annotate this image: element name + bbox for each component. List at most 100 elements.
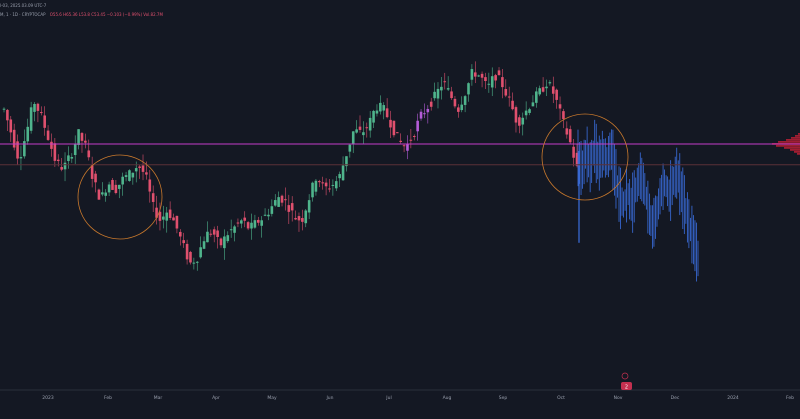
candle-body	[162, 216, 165, 220]
candle-body	[433, 91, 436, 99]
candle-body	[541, 87, 545, 92]
candle-body	[101, 192, 104, 195]
candle-body	[307, 200, 311, 213]
candle-body	[555, 89, 558, 100]
x-tick-label: Feb	[786, 395, 794, 401]
candle-body	[545, 86, 548, 89]
candle-body	[77, 129, 80, 146]
candle-body	[104, 192, 108, 196]
candle-body	[128, 170, 131, 181]
candle-body	[375, 110, 379, 114]
candle-body	[19, 157, 23, 159]
candle-body	[409, 139, 413, 141]
candle-body	[423, 113, 426, 115]
volume-profile-bar	[794, 151, 800, 153]
candle-body	[9, 119, 13, 133]
candle-body	[460, 104, 464, 111]
candle-body	[39, 112, 43, 114]
candle-body	[389, 119, 392, 128]
candle-body	[568, 129, 572, 143]
candle-body	[124, 175, 128, 177]
candle-body	[246, 222, 250, 229]
candle-body	[477, 75, 480, 77]
candle-body	[521, 117, 525, 125]
candle-body	[548, 82, 552, 84]
annotation-circle-bottom[interactable]	[77, 154, 163, 240]
x-tick-label: Jul	[385, 395, 391, 401]
candle-body	[514, 107, 518, 123]
event-badge[interactable]: 2	[621, 372, 632, 391]
candle-body	[141, 165, 145, 172]
volume-profile-bar	[795, 135, 800, 137]
candle-body	[297, 216, 301, 221]
candle-body	[250, 222, 253, 229]
candle-body	[195, 261, 199, 263]
candle-body	[446, 88, 450, 90]
candle-body	[168, 209, 172, 218]
x-tick-label: Dec	[671, 395, 680, 401]
candle-body	[270, 206, 274, 214]
candle-body	[253, 220, 257, 228]
x-tick-label: Nov	[614, 395, 623, 401]
candle-body	[314, 180, 318, 192]
candle-body	[94, 173, 97, 183]
volume-profile-bar	[797, 153, 800, 155]
volume-profile-bar	[778, 141, 800, 143]
candle-body	[351, 131, 355, 144]
annotation-circle-breakdown[interactable]	[541, 113, 629, 201]
candle-body	[531, 102, 535, 107]
x-tick-label: Sep	[499, 395, 508, 401]
projection-bars	[577, 119, 699, 282]
candle-body	[382, 105, 386, 111]
candle-body	[524, 110, 528, 116]
candle-body	[209, 233, 213, 235]
x-tick-label: May	[267, 395, 277, 401]
candle-body	[280, 195, 284, 203]
candle-body	[321, 182, 325, 184]
candle-body	[379, 102, 382, 112]
x-axis: 2023 Feb Mar Apr May Jun Jul Aug Sep Oct Nov Dec 202…	[42, 395, 794, 401]
candle-body	[192, 262, 196, 264]
candle-body	[107, 184, 111, 193]
x-tick-label: 2023	[42, 395, 54, 401]
candle-body	[392, 120, 396, 136]
candle-body	[212, 229, 216, 235]
x-tick-label: Jun	[325, 395, 333, 401]
candle-body	[53, 143, 57, 161]
candle-body	[457, 107, 460, 112]
candle-body	[558, 104, 562, 109]
candle-body	[463, 96, 467, 105]
candle-body	[134, 168, 138, 172]
candle-body	[562, 111, 565, 119]
candle-body	[117, 184, 121, 189]
candle-body	[348, 144, 352, 152]
candle-body	[426, 108, 430, 113]
candle-body	[236, 222, 240, 224]
candle-body	[528, 109, 531, 113]
candle-body	[572, 146, 575, 158]
candle-body	[172, 217, 175, 221]
candle-body	[33, 103, 36, 112]
candle-body	[406, 143, 409, 151]
candle-body	[158, 211, 162, 221]
candle-body	[63, 162, 67, 170]
candle-body	[145, 172, 148, 175]
candle-body	[362, 132, 365, 136]
candle-body	[23, 141, 26, 157]
candle-body	[216, 230, 219, 237]
candle-body	[165, 212, 169, 221]
x-tick-label: Apr	[212, 395, 220, 401]
candle-body	[148, 179, 152, 192]
x-tick-label: 2024	[727, 395, 739, 401]
candle-body	[36, 103, 40, 111]
candle-body	[56, 159, 60, 162]
candle-body	[358, 126, 362, 130]
candle-body	[70, 157, 74, 159]
volume-profile-bar	[786, 139, 800, 141]
candle-body	[368, 117, 372, 131]
candle-body	[29, 107, 33, 131]
candle-body	[131, 172, 135, 178]
candle-body	[226, 235, 230, 242]
candle-body	[240, 220, 243, 224]
